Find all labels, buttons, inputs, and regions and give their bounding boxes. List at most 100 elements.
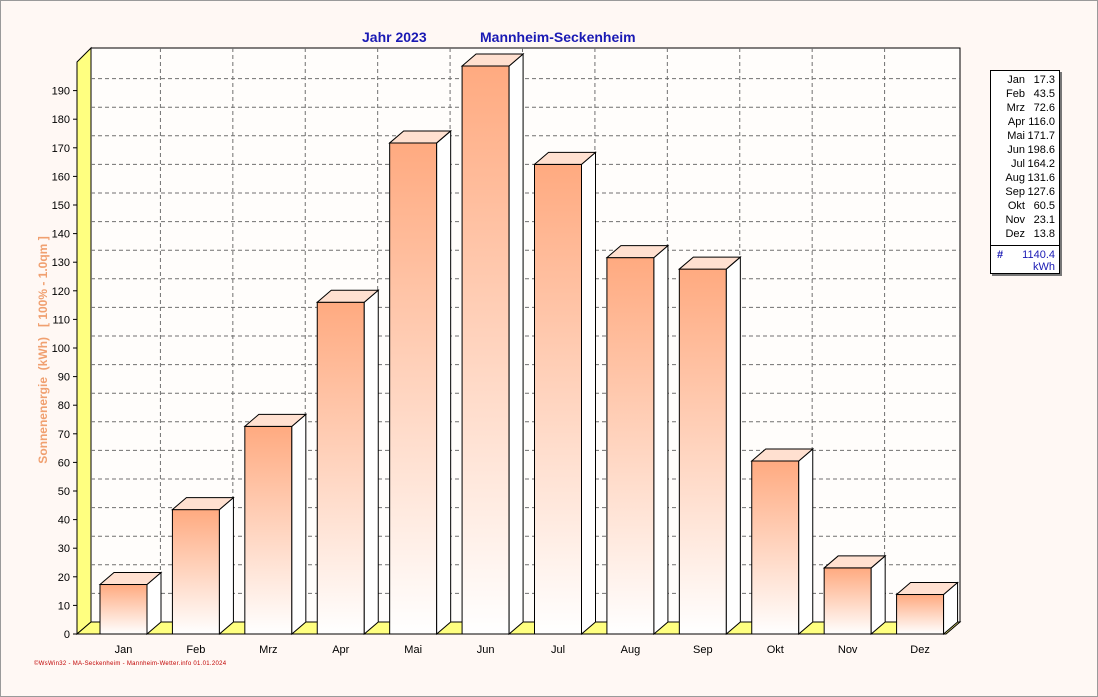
legend-month: Nov — [1005, 214, 1025, 226]
legend-month: Jul — [1010, 158, 1025, 170]
bar-cap — [895, 582, 959, 596]
bar-front — [171, 509, 220, 635]
x-tick-label: Sep — [693, 644, 713, 656]
legend-value: 17.3 — [1033, 74, 1055, 86]
legend-value: 198.6 — [1027, 144, 1055, 156]
bar-cap — [605, 245, 670, 259]
bar-front — [678, 268, 727, 635]
footer-credit: ©WsWin32 - MA-Seckenheim - Mannheim-Wett… — [34, 661, 227, 667]
bar-cap — [750, 448, 815, 462]
bar-cap — [243, 413, 308, 427]
x-tick-label: Feb — [186, 644, 205, 656]
legend-value: 72.6 — [1033, 102, 1055, 114]
y-tick-label: 30 — [58, 543, 70, 555]
y-tick-label: 50 — [58, 486, 70, 498]
bar-front — [823, 567, 872, 635]
bar-cap — [533, 151, 597, 165]
legend-value: 60.5 — [1033, 200, 1055, 212]
bar-front — [99, 584, 148, 635]
y-tick-label: 100 — [52, 343, 70, 355]
bar-front — [244, 425, 293, 635]
bar-cap — [822, 555, 887, 569]
bar-front — [461, 65, 510, 635]
x-tick-label: Dez — [910, 644, 930, 656]
legend-value: 164.2 — [1027, 158, 1055, 170]
legend-value: 116.0 — [1028, 116, 1055, 128]
legend-row: Jun 198.6 — [991, 143, 1055, 157]
bar-front — [606, 257, 655, 635]
legend-month: Mrz — [1006, 102, 1025, 114]
bar-cap — [677, 256, 742, 270]
legend-row: Mrz 72.6 — [991, 101, 1055, 115]
y-tick-label: 130 — [52, 257, 70, 269]
legend-row: Okt 60.5 — [991, 199, 1055, 213]
y-tick-label: 10 — [58, 600, 70, 612]
legend-value: 13.8 — [1033, 228, 1055, 240]
legend-row: Nov 23.1 — [991, 213, 1055, 227]
legend-month: Apr — [1007, 116, 1025, 128]
legend-month: Sep — [1005, 186, 1025, 198]
legend-row: Feb 43.5 — [991, 87, 1055, 101]
bar-side — [725, 255, 741, 636]
legend-total: 1140.4 — [1022, 249, 1055, 261]
legend-total-symbol: # — [997, 249, 1004, 261]
bar-side — [581, 151, 596, 636]
legend-row: Jul 164.2 — [991, 157, 1055, 171]
legend-row: Sep 127.6 — [991, 185, 1055, 199]
legend-row: Mai 171.7 — [991, 129, 1055, 143]
x-tick-label: Jul — [551, 644, 565, 656]
y-tick-label: 190 — [52, 86, 70, 98]
y-axis-label: Sonnenenergie (kWh) [ 100% - 1.0qm ] — [36, 236, 50, 463]
bar-front — [751, 460, 800, 635]
legend-row: Dez 13.8 — [991, 227, 1055, 241]
legend-row: Apr 116.0 — [991, 115, 1055, 129]
legend-month: Feb — [1006, 88, 1025, 100]
y-tick-label: 140 — [52, 229, 70, 241]
legend-month: Jun — [1007, 144, 1025, 156]
bar-side — [798, 447, 814, 636]
legend-month: Okt — [1007, 200, 1025, 212]
x-tick-label: Jan — [115, 644, 133, 656]
bar-side — [870, 554, 886, 636]
y-tick-label: 70 — [58, 429, 70, 441]
legend-month: Mai — [1007, 130, 1025, 142]
legend-value: 171.7 — [1027, 130, 1055, 142]
bar-front — [389, 142, 438, 635]
x-tick-label: Mai — [404, 644, 422, 656]
bar-side — [363, 289, 379, 636]
bar-side — [291, 413, 307, 636]
bar-cap — [98, 572, 163, 586]
legend-separator — [991, 245, 1059, 246]
value-legend: Jan 17.3 Feb 43.5 Mrz 72.6 Apr 116.0 Mai 171.7 Jun… — [990, 70, 1060, 274]
x-tick-label: Aug — [621, 644, 641, 656]
y-tick-label: 60 — [58, 457, 70, 469]
bar-side — [218, 496, 234, 636]
legend-month: Aug — [1005, 172, 1025, 184]
bar-front — [316, 301, 365, 635]
y-tick-label: 0 — [64, 629, 70, 641]
plot-back-wall — [90, 47, 961, 623]
y-tick-label: 80 — [58, 400, 70, 412]
legend-month: Dez — [1005, 228, 1025, 240]
bar-side — [508, 52, 524, 636]
x-tick-label: Nov — [838, 644, 858, 656]
x-tick-label: Apr — [332, 644, 349, 656]
bar-front — [896, 594, 945, 635]
legend-unit: kWh — [1033, 261, 1055, 273]
y-tick-label: 160 — [52, 171, 70, 183]
y-tick-label: 170 — [52, 143, 70, 155]
legend-value: 131.6 — [1027, 172, 1055, 184]
bar-side — [436, 129, 452, 636]
legend-value: 43.5 — [1033, 88, 1055, 100]
y-tick-label: 90 — [58, 372, 70, 384]
bar-side — [653, 244, 669, 636]
bar-cap — [315, 289, 380, 303]
y-tick-label: 120 — [52, 286, 70, 298]
y-tick-label: 180 — [52, 114, 70, 126]
plot-side-wall — [76, 46, 92, 636]
bar-cap — [171, 497, 235, 511]
legend-row: Jan 17.3 — [991, 73, 1055, 87]
bar-cap — [460, 53, 525, 67]
x-tick-label: Mrz — [259, 644, 277, 656]
